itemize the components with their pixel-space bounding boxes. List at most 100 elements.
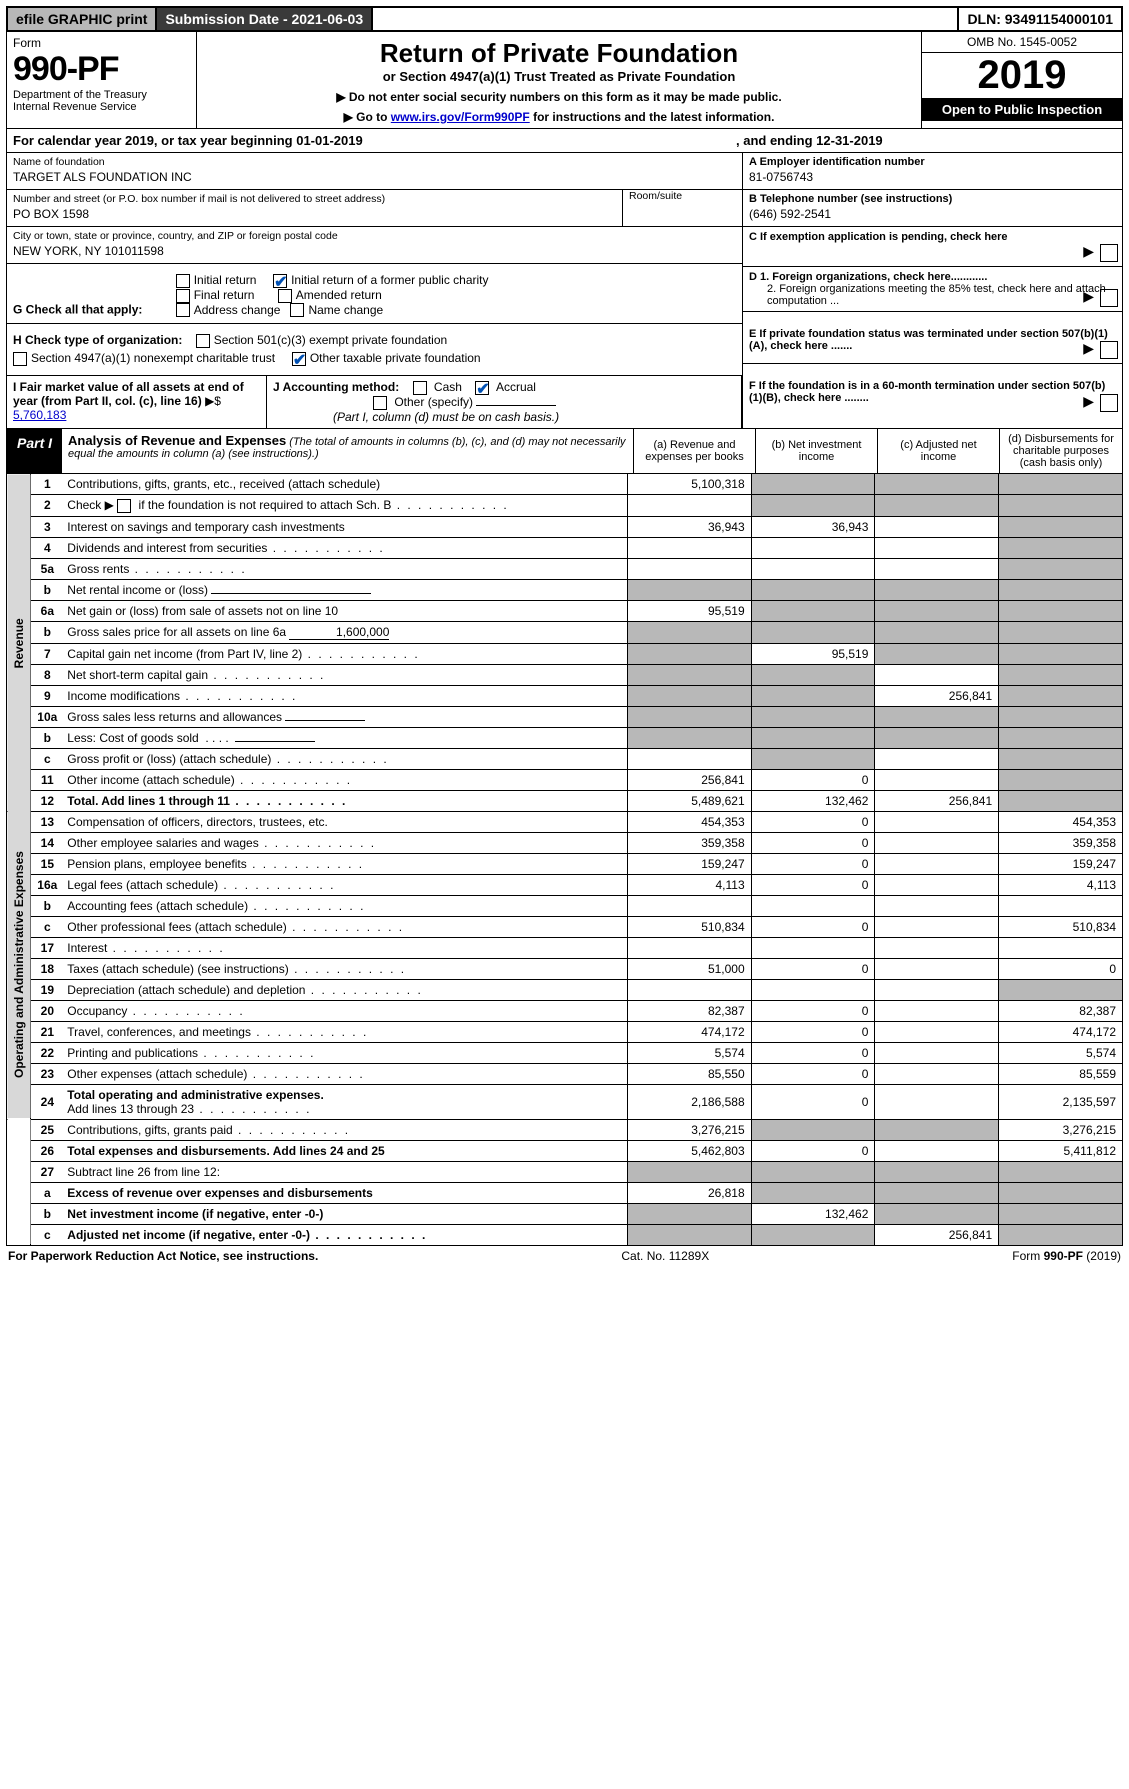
e-checkbox[interactable] [1100, 341, 1118, 359]
table-row: cOther professional fees (attach schedul… [7, 916, 1123, 937]
cell-b: 95,519 [751, 643, 875, 664]
city-cell: City or town, state or province, country… [7, 227, 742, 264]
cell-b: 0 [751, 916, 875, 937]
c3-checkbox[interactable] [196, 334, 210, 348]
initial-return-checkbox[interactable] [176, 274, 190, 288]
rownum: 4 [31, 537, 63, 558]
rowdesc: Travel, conferences, and meetings [63, 1021, 627, 1042]
final-return-checkbox[interactable] [176, 289, 190, 303]
rownum: 7 [31, 643, 63, 664]
rowdesc: Legal fees (attach schedule) [63, 874, 627, 895]
cell-d [999, 516, 1123, 537]
cell-d [999, 1203, 1123, 1224]
cell-d: 159,247 [999, 853, 1123, 874]
cell-d: 3,276,215 [999, 1119, 1123, 1140]
c-checkbox[interactable] [1100, 244, 1118, 262]
cell-a [627, 1203, 751, 1224]
cell-c: 256,841 [875, 1224, 999, 1245]
d1-label: D 1. Foreign organizations, check here..… [749, 271, 987, 283]
table-row: 9 Income modifications 256,841 [7, 685, 1123, 706]
table-row: 24 Total operating and administrative ex… [7, 1084, 1123, 1119]
cell-d [999, 474, 1123, 495]
cell-a: 95,519 [627, 600, 751, 621]
cash-checkbox[interactable] [413, 381, 427, 395]
cell-b: 0 [751, 1063, 875, 1084]
final-return-label: Final return [194, 288, 255, 302]
cell-c [875, 579, 999, 600]
rownum: 23 [31, 1063, 63, 1084]
cell-b: 132,462 [751, 790, 875, 811]
other-taxable-checkbox[interactable] [292, 352, 306, 366]
rownum: b [31, 895, 63, 916]
check-label: Check ▶ [67, 498, 114, 512]
addr-cell: Number and street (or P.O. box number if… [7, 190, 742, 227]
part1-desc: Analysis of Revenue and Expenses (The to… [62, 429, 634, 473]
other-method-checkbox[interactable] [373, 396, 387, 410]
cell-c [875, 979, 999, 1000]
d-checkbox[interactable] [1100, 289, 1118, 307]
cell-c [875, 727, 999, 748]
part1-title: Analysis of Revenue and Expenses [68, 433, 286, 448]
cell-c [875, 958, 999, 979]
address-change-checkbox[interactable] [176, 303, 190, 317]
table-row: 7 Capital gain net income (from Part IV,… [7, 643, 1123, 664]
cell-b: 0 [751, 1042, 875, 1063]
amended-return-checkbox[interactable] [278, 289, 292, 303]
cell-d [999, 790, 1123, 811]
table-row: Revenue 1 Contributions, gifts, grants, … [7, 474, 1123, 495]
cell-d [999, 537, 1123, 558]
rownum: 6a [31, 600, 63, 621]
accrual-checkbox[interactable] [475, 381, 489, 395]
i-label: I Fair market value of all assets at end… [13, 380, 244, 408]
name-change-checkbox[interactable] [290, 303, 304, 317]
schb-checkbox[interactable] [117, 499, 131, 513]
j-cell: J Accounting method: Cash Accrual Other … [267, 376, 741, 428]
r10b-label: Less: Cost of goods sold [67, 731, 198, 745]
amended-return-label: Amended return [296, 288, 382, 302]
table-row: 12 Total. Add lines 1 through 11 5,489,6… [7, 790, 1123, 811]
c3-label: Section 501(c)(3) exempt private foundat… [214, 333, 447, 347]
rowdesc: Gross sales less returns and allowances [63, 706, 627, 727]
rownum: b [31, 1203, 63, 1224]
table-row: 3 Interest on savings and temporary cash… [7, 516, 1123, 537]
table-row: 8 Net short-term capital gain [7, 664, 1123, 685]
j-label: J Accounting method: [273, 380, 399, 394]
schb-label: if the foundation is not required to att… [135, 498, 391, 512]
arrow-icon: ▶ [1083, 243, 1094, 260]
cell-a [627, 685, 751, 706]
form-subtitle: or Section 4947(a)(1) Trust Treated as P… [203, 69, 915, 84]
calyear-begin: For calendar year 2019, or tax year begi… [13, 133, 736, 148]
page-footer: For Paperwork Reduction Act Notice, see … [6, 1246, 1123, 1266]
rowdesc: Other expenses (attach schedule) [63, 1063, 627, 1084]
form-number: 990-PF [13, 50, 190, 89]
revenue-sidelabel: Revenue [7, 474, 31, 811]
rowdesc: Net investment income (if negative, ente… [63, 1203, 627, 1224]
footer-mid: Cat. No. 11289X [621, 1249, 709, 1263]
cell-c [875, 600, 999, 621]
cell-c [875, 748, 999, 769]
cell-c [875, 916, 999, 937]
cell-c [875, 874, 999, 895]
cell-a [627, 706, 751, 727]
submission-date-button[interactable]: Submission Date - 2021-06-03 [157, 8, 373, 30]
cell-a: 454,353 [627, 811, 751, 832]
open-public-badge: Open to Public Inspection [922, 98, 1122, 121]
ein-label: A Employer identification number [749, 156, 1116, 168]
form990pf-link[interactable]: www.irs.gov/Form990PF [391, 110, 530, 124]
r5b-label: Net rental income or (loss) [67, 583, 208, 597]
cell-c [875, 1000, 999, 1021]
rowdesc: Occupancy [63, 1000, 627, 1021]
cell-b [751, 685, 875, 706]
f-checkbox[interactable] [1100, 394, 1118, 412]
initial-former-checkbox[interactable] [273, 274, 287, 288]
efile-button[interactable]: efile GRAPHIC print [8, 8, 157, 30]
city-value: NEW YORK, NY 101011598 [13, 242, 736, 260]
cell-a: 5,574 [627, 1042, 751, 1063]
trust-checkbox[interactable] [13, 352, 27, 366]
bullet-2-post: for instructions and the latest informat… [530, 110, 775, 124]
rowdesc: Adjusted net income (if negative, enter … [63, 1224, 627, 1245]
cell-a: 85,550 [627, 1063, 751, 1084]
cell-c [875, 494, 999, 516]
top-bar: efile GRAPHIC print Submission Date - 20… [6, 6, 1123, 32]
cell-d: 474,172 [999, 1021, 1123, 1042]
